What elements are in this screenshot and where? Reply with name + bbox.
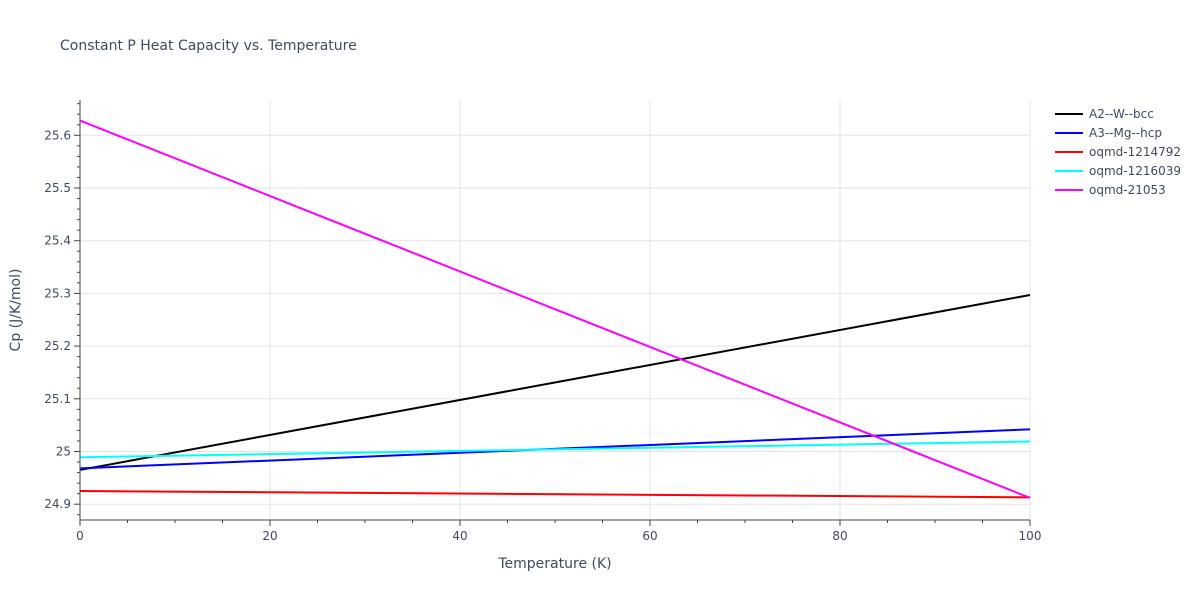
x-tick-label: 60 bbox=[642, 529, 657, 543]
y-tick-label: 25.3 bbox=[44, 286, 71, 300]
legend-item[interactable]: oqmd-1216039 bbox=[1055, 164, 1181, 178]
x-tick-label: 80 bbox=[832, 529, 847, 543]
x-tick-label: 40 bbox=[452, 529, 467, 543]
chart-title: Constant P Heat Capacity vs. Temperature bbox=[60, 38, 357, 54]
axes-layer: 0 20 40 60 80 100 24.9 25 25.1 25.2 25.3 25.4 25.5 25… bbox=[44, 100, 1041, 543]
legend-label: oqmd-1216039 bbox=[1089, 164, 1181, 178]
y-tick-label: 25.2 bbox=[44, 339, 71, 353]
legend[interactable]: A2--W--bcc A3--Mg--hcp oqmd-1214792 oqmd-12… bbox=[1055, 107, 1181, 197]
y-tick-label: 25.1 bbox=[44, 392, 71, 406]
legend-item[interactable]: oqmd-21053 bbox=[1055, 183, 1166, 197]
y-tick-label: 25.4 bbox=[44, 234, 71, 248]
y-axis-title: Cp (J/K/mol) bbox=[8, 269, 24, 352]
series-layer bbox=[79, 119, 1031, 499]
y-tick-label: 25.5 bbox=[44, 181, 71, 195]
legend-label: A3--Mg--hcp bbox=[1089, 126, 1162, 140]
x-tick-label: 100 bbox=[1019, 529, 1042, 543]
legend-label: oqmd-1214792 bbox=[1089, 145, 1181, 159]
legend-item[interactable]: A3--Mg--hcp bbox=[1055, 126, 1162, 140]
series-line-oqmd-1214792[interactable] bbox=[79, 490, 1031, 499]
series-line-oqmd-21053[interactable] bbox=[79, 119, 1031, 499]
grid-layer bbox=[80, 100, 1031, 520]
legend-label: oqmd-21053 bbox=[1089, 183, 1166, 197]
y-tick-label: 25 bbox=[56, 444, 71, 458]
legend-item[interactable]: A2--W--bcc bbox=[1055, 107, 1154, 121]
series-line-A2--W--bcc[interactable] bbox=[79, 293, 1031, 471]
legend-item[interactable]: oqmd-1214792 bbox=[1055, 145, 1181, 159]
y-tick-label: 24.9 bbox=[44, 497, 71, 511]
x-tick-label: 0 bbox=[76, 529, 84, 543]
x-tick-label: 20 bbox=[262, 529, 277, 543]
x-axis-title: Temperature (K) bbox=[497, 556, 611, 572]
y-tick-label: 25.6 bbox=[44, 128, 71, 142]
series-line-oqmd-1216039[interactable] bbox=[79, 440, 1031, 459]
legend-label: A2--W--bcc bbox=[1089, 107, 1154, 121]
